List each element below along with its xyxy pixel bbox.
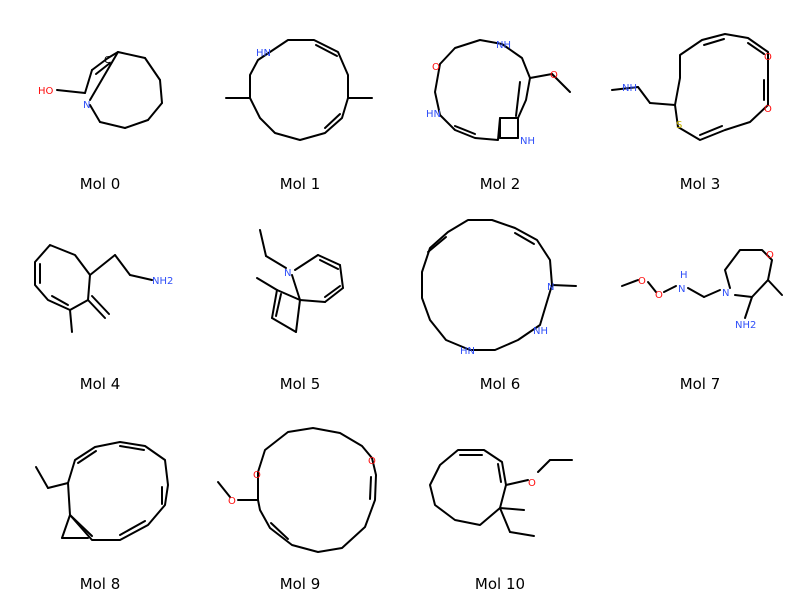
molecule-structure: O O H N N O NH2 xyxy=(621,249,783,331)
molecule-structure: N NH HN xyxy=(421,219,577,357)
atom-label: O xyxy=(764,52,772,63)
molecule-structure: O NH HN NH O xyxy=(426,39,571,147)
atom-label: O xyxy=(368,456,376,467)
molecule-label: Mol 2 xyxy=(479,175,521,193)
atom-label: O xyxy=(528,478,536,489)
molecule-label: Mol 9 xyxy=(279,575,321,593)
molecule-cell: O O H N N O NH2 Mol 7 xyxy=(600,200,800,400)
molecule-label: Mol 1 xyxy=(279,175,321,193)
atom-label: HN xyxy=(256,48,271,59)
molecule-cell: O Mol 10 xyxy=(400,400,600,600)
atom-label: N xyxy=(83,100,90,111)
molecule-label: Mol 8 xyxy=(79,575,121,593)
atom-label: O xyxy=(550,70,558,81)
atom-label: N xyxy=(547,282,554,293)
atom-label: NH2 xyxy=(152,276,173,287)
atom-label: O xyxy=(766,250,774,261)
molecule-cell: HO N C Mol 0 xyxy=(0,0,200,200)
molecule-cell: HN Mol 1 xyxy=(200,0,400,200)
atom-label: N xyxy=(678,284,685,295)
atom-label: NH xyxy=(496,40,511,51)
atom-label: HN xyxy=(426,109,441,120)
atom-label: C xyxy=(104,55,111,66)
atom-label: O xyxy=(228,496,236,507)
atom-label: O xyxy=(638,276,646,287)
atom-label: O xyxy=(764,104,772,115)
molecule-label: Mol 4 xyxy=(79,375,121,393)
molecule-structure: NH S O O xyxy=(611,33,772,141)
atom-label: H xyxy=(680,270,688,281)
molecule-structure: O xyxy=(429,449,573,537)
molecule-structure xyxy=(35,441,169,541)
molecule-structure: O O O xyxy=(217,427,377,553)
molecule-label: Mol 10 xyxy=(474,575,526,593)
molecule-cell: O NH HN NH O Mol 2 xyxy=(400,0,600,200)
molecule-label: Mol 0 xyxy=(79,175,121,193)
molecule-structure: NH2 xyxy=(34,244,173,333)
molecule-cell: N NH HN Mol 6 xyxy=(400,200,600,400)
atom-label: O xyxy=(432,62,440,73)
molecule-cell: NH S O O Mol 3 xyxy=(600,0,800,200)
molecule-cell: O O O Mol 9 xyxy=(200,400,400,600)
atom-label: S xyxy=(676,120,682,131)
atom-label: NH2 xyxy=(735,320,756,331)
molecule-structure: N xyxy=(256,229,344,333)
molecule-label: Mol 6 xyxy=(479,375,521,393)
atom-label: O xyxy=(655,290,663,301)
atom-label: NH xyxy=(533,326,548,337)
molecule-label: Mol 3 xyxy=(679,175,721,193)
atom-label: N xyxy=(284,268,291,279)
atom-label: HO xyxy=(38,86,54,97)
atom-label: NH xyxy=(520,136,535,147)
molecule-structure: HN xyxy=(225,39,373,141)
molecule-cell: Mol 8 xyxy=(0,400,200,600)
atom-label: HN xyxy=(460,346,475,357)
molecule-label: Mol 7 xyxy=(679,375,721,393)
molecule-cell: N Mol 5 xyxy=(200,200,400,400)
atom-label: N xyxy=(722,288,729,299)
molecule-label: Mol 5 xyxy=(279,375,321,393)
molecule-structure: HO N C xyxy=(38,51,163,129)
atom-label: O xyxy=(253,470,261,481)
atom-label: NH xyxy=(622,83,637,94)
molecule-cell: NH2 Mol 4 xyxy=(0,200,200,400)
